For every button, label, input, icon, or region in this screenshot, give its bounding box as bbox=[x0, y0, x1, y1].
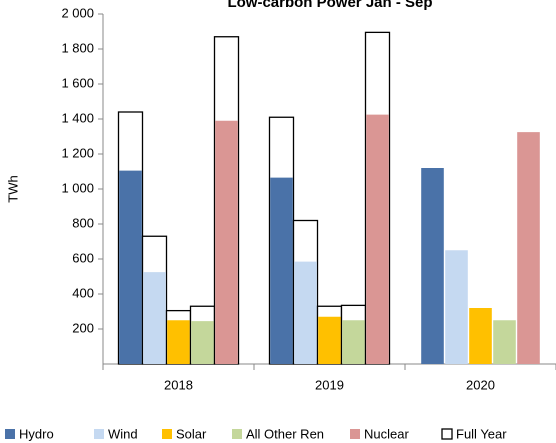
bar bbox=[469, 308, 492, 364]
legend-label: All Other Ren bbox=[246, 426, 324, 441]
bar bbox=[445, 250, 468, 364]
bar bbox=[342, 320, 365, 364]
chart-title: Low-carbon Power Jan - Sep bbox=[227, 0, 432, 11]
y-tick-label: 1 800 bbox=[61, 40, 94, 55]
bar bbox=[366, 114, 389, 364]
y-tick-label: 1 200 bbox=[61, 145, 94, 160]
legend-label: Solar bbox=[176, 426, 207, 441]
x-tick-label: 2019 bbox=[315, 377, 344, 392]
bar bbox=[517, 132, 540, 364]
legend-label: Full Year bbox=[456, 426, 507, 441]
legend-label: Nuclear bbox=[364, 426, 409, 441]
legend-swatch bbox=[232, 429, 242, 439]
legend-swatch bbox=[162, 429, 172, 439]
bar bbox=[167, 320, 190, 364]
y-tick-label: 1 000 bbox=[61, 180, 94, 195]
bar bbox=[191, 321, 214, 364]
y-tick-label: 200 bbox=[72, 320, 94, 335]
x-tick-label: 2020 bbox=[466, 377, 495, 392]
y-axis-label: TWh bbox=[5, 175, 20, 202]
legend-swatch bbox=[350, 429, 360, 439]
bar bbox=[421, 168, 444, 364]
legend-swatch bbox=[94, 429, 104, 439]
y-tick-label: 400 bbox=[72, 285, 94, 300]
legend-label: Hydro bbox=[19, 426, 54, 441]
y-tick-label: 800 bbox=[72, 215, 94, 230]
legend-label: Wind bbox=[108, 426, 138, 441]
bar bbox=[143, 272, 166, 364]
x-tick-label: 2018 bbox=[164, 377, 193, 392]
bar bbox=[215, 120, 238, 364]
y-tick-label: 1 400 bbox=[61, 110, 94, 125]
bar bbox=[270, 177, 293, 364]
bar bbox=[294, 261, 317, 364]
legend-swatch bbox=[441, 428, 453, 440]
bar bbox=[119, 170, 142, 364]
bar bbox=[493, 320, 516, 364]
bar bbox=[318, 316, 341, 364]
y-tick-label: 600 bbox=[72, 250, 94, 265]
legend-swatch bbox=[5, 429, 15, 439]
y-tick-label: 2 000 bbox=[61, 5, 94, 20]
y-tick-label: 1 600 bbox=[61, 75, 94, 90]
